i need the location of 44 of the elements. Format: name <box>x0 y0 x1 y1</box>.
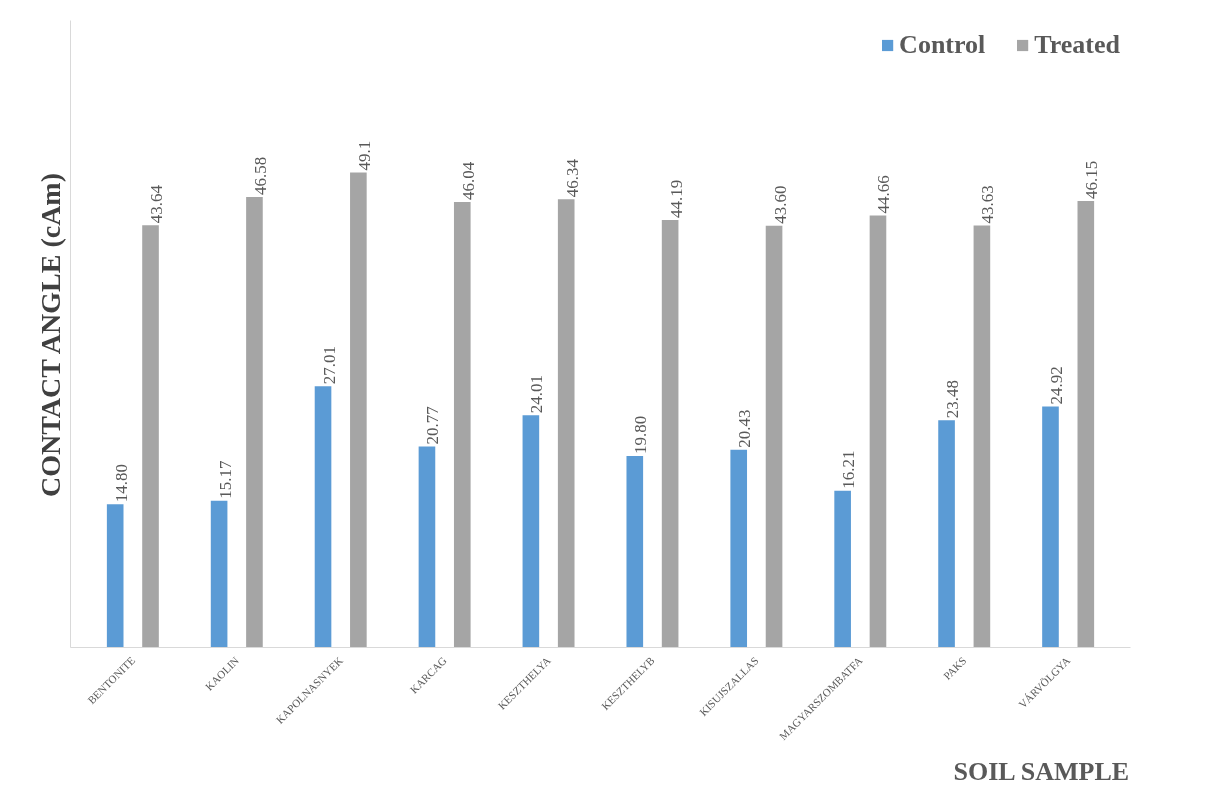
bar <box>765 225 783 648</box>
data-label: 24.01 <box>527 374 547 414</box>
data-label: 23.48 <box>943 380 963 419</box>
data-label: 43.63 <box>978 185 998 224</box>
bar <box>626 455 644 648</box>
data-label: 24.92 <box>1046 366 1066 405</box>
data-label: 19.80 <box>631 415 651 454</box>
bar <box>142 225 159 648</box>
data-label: 49.1 <box>354 140 374 171</box>
legend-label: Control <box>899 30 986 60</box>
bar <box>522 415 540 648</box>
data-label: 46.04 <box>458 161 478 201</box>
data-label: 46.58 <box>250 156 270 195</box>
data-label: 43.64 <box>147 184 167 224</box>
bar <box>834 490 851 648</box>
bar <box>973 225 991 648</box>
data-label: 44.66 <box>874 175 894 214</box>
bar <box>730 449 748 648</box>
data-label: 20.77 <box>423 405 443 445</box>
bar <box>1077 201 1095 648</box>
bar <box>210 500 228 648</box>
data-label: 44.19 <box>666 179 686 218</box>
data-label: 43.60 <box>770 185 790 224</box>
bar <box>453 202 471 648</box>
data-label: 46.15 <box>1082 160 1102 200</box>
data-label: 20.43 <box>735 409 755 448</box>
data-label: 16.21 <box>839 450 859 489</box>
bar <box>246 196 263 648</box>
bar <box>350 172 367 648</box>
y-axis-title: CONTACT ANGLE (cAm) <box>34 172 66 498</box>
data-label: 15.17 <box>215 459 235 499</box>
bar <box>418 446 436 648</box>
x-axis-title: SOIL SAMPLE <box>953 756 1130 786</box>
bar <box>938 420 955 648</box>
bar <box>869 215 887 648</box>
data-label: 27.01 <box>319 345 339 385</box>
bar <box>1042 406 1059 648</box>
bar <box>557 199 575 648</box>
data-label: 14.80 <box>111 464 131 503</box>
legend-label: Treated <box>1034 30 1120 60</box>
data-label: 46.34 <box>562 158 582 198</box>
bar <box>314 386 332 648</box>
bar <box>106 504 124 648</box>
bar <box>661 220 679 648</box>
